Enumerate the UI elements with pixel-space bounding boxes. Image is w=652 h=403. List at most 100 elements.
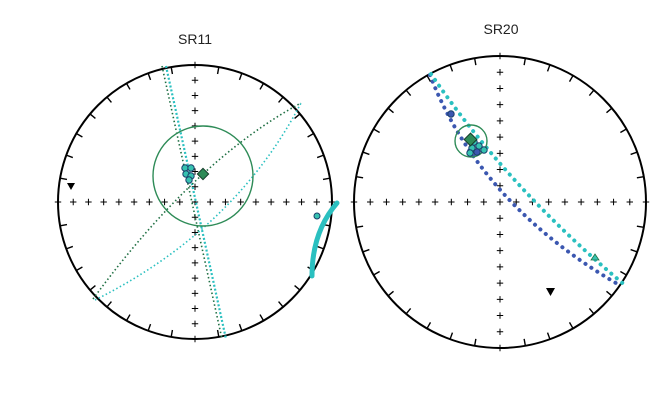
cross-mark	[267, 198, 275, 206]
primitive-tick	[606, 290, 613, 297]
primitive-tick	[307, 132, 314, 138]
primitive-tick	[546, 64, 551, 72]
sample-point-edge	[313, 212, 321, 220]
primitive-tick	[170, 329, 174, 338]
primitive-tick	[449, 332, 454, 340]
cross-mark	[191, 259, 199, 267]
cross-mark	[191, 107, 199, 114]
cross-mark	[191, 183, 199, 190]
stereonet-panel-sr11: SR11	[54, 31, 340, 343]
primitive-tick	[405, 308, 412, 315]
primitive-tick	[636, 175, 644, 179]
sample-point	[466, 149, 474, 157]
cross-mark	[594, 198, 601, 206]
cross-mark	[191, 335, 199, 343]
cross-mark	[496, 85, 504, 92]
primitive-tick	[636, 225, 644, 229]
primitive-tick	[106, 96, 112, 103]
cross-mark	[146, 198, 153, 206]
primitive-tick	[278, 96, 284, 103]
cross-mark	[642, 198, 650, 206]
cross-mark	[496, 198, 504, 206]
primitive-tick	[216, 66, 220, 75]
black-down-triangle-icon	[67, 183, 75, 190]
cross-mark	[367, 198, 374, 206]
primitive-tick	[387, 290, 394, 297]
primitive-ticks	[356, 58, 644, 346]
green-diamond-icon	[196, 167, 210, 181]
cross-mark	[176, 198, 183, 206]
primitive-tick	[66, 154, 74, 159]
sample-point	[473, 148, 481, 156]
cross-mark	[328, 198, 336, 206]
cross-mark	[480, 198, 487, 206]
sample-cluster-sr11	[181, 164, 195, 184]
cross-mark	[383, 198, 390, 206]
cross-mark	[496, 279, 504, 287]
confidence-circle	[454, 124, 488, 158]
primitive-tick	[316, 245, 324, 250]
great-circle-dark-steep	[161, 65, 223, 340]
primitive-tick	[294, 113, 301, 119]
cross-mark	[350, 198, 358, 206]
cross-mark	[191, 290, 199, 297]
black-down-triangle-icon	[546, 288, 555, 296]
cross-mark	[496, 133, 504, 141]
cross-mark	[191, 320, 199, 327]
cross-mark	[496, 101, 504, 108]
cross-mark	[399, 198, 406, 206]
cross-mark	[496, 52, 504, 60]
cross-mark	[610, 198, 617, 206]
cross-mark	[448, 198, 455, 206]
primitive-tick	[387, 107, 394, 114]
cross-mark	[191, 92, 199, 99]
great-circle-dark-diagonal	[92, 102, 302, 300]
cross-mark	[70, 198, 77, 206]
primitive-tick	[546, 332, 551, 340]
cross-mark	[513, 198, 520, 206]
cross-mark	[496, 328, 504, 335]
primitive-tick	[259, 83, 265, 90]
primitive-tick	[473, 58, 477, 66]
primitive-tick	[523, 338, 527, 346]
cross-mark	[191, 244, 199, 251]
cross-mark	[191, 77, 199, 84]
great-circle-teal-steep	[164, 65, 228, 340]
primitive-tick	[620, 270, 627, 276]
primitive-tick	[278, 301, 284, 308]
primitive-tick	[125, 314, 131, 321]
primitive-tick	[238, 73, 243, 81]
cross-mark	[496, 150, 504, 157]
primitive-tick	[294, 285, 301, 291]
primitive-tick	[76, 132, 83, 138]
great-circle-teal	[429, 72, 628, 288]
primitive-tick	[588, 308, 595, 315]
primitive-tick	[405, 89, 412, 96]
primitive-tick	[620, 128, 627, 134]
green-diamond-icon	[463, 132, 478, 147]
primitive-tick	[316, 154, 324, 159]
primitive-tick	[473, 338, 477, 346]
cross-mark	[561, 198, 569, 206]
cross-mark	[545, 198, 552, 206]
primitive-tick	[362, 248, 370, 253]
cross-mark	[496, 117, 504, 125]
primitive-tick	[373, 270, 380, 276]
primitive-tick	[426, 75, 432, 82]
primitive-tick	[523, 58, 527, 66]
cross-mark	[431, 198, 439, 206]
cross-mark	[415, 198, 423, 206]
central-cross-marks	[54, 61, 336, 343]
great-circle-teal-diagonal	[94, 102, 302, 301]
cross-mark	[496, 69, 504, 76]
primitive-tick	[322, 177, 331, 181]
primitive-tick	[147, 323, 152, 331]
stereonet-panel-sr20: SR20	[350, 21, 650, 352]
cross-mark	[115, 198, 123, 206]
primitive-tick	[147, 73, 152, 81]
primitive-tick	[630, 248, 638, 253]
cross-mark	[283, 198, 290, 206]
primitive-tick	[59, 223, 68, 227]
cross-mark	[85, 198, 92, 206]
panel-title-sr11: SR11	[178, 31, 212, 47]
